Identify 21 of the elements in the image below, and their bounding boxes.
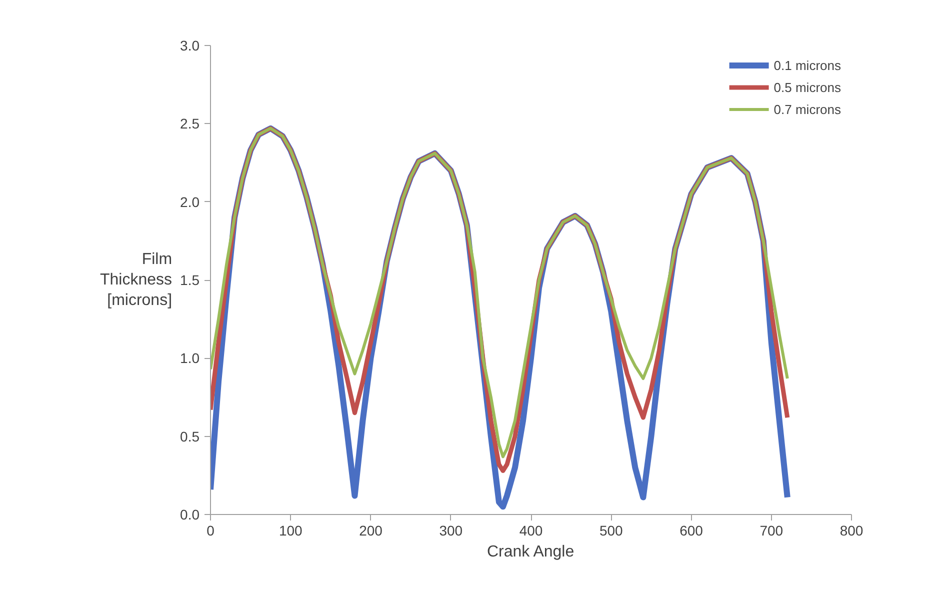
x-axis-title: Crank Angle	[486, 544, 574, 560]
y-tick-label: 1.5	[180, 272, 200, 288]
x-tick-label: 700	[760, 522, 784, 538]
x-tick-label: 800	[840, 522, 864, 538]
y-tick-label: 0.5	[180, 428, 200, 444]
legend-label: 0.5 microns	[774, 80, 841, 94]
legend-label: 0.1 microns	[774, 58, 841, 72]
y-tick-label: 2.5	[180, 116, 200, 132]
x-tick-label: 200	[359, 522, 383, 538]
y-axis-title: Film Thickness [microns]	[100, 251, 172, 309]
x-tick-label: 300	[439, 522, 463, 538]
y-tick-label: 1.0	[180, 350, 200, 366]
y-tick-label: 0.0	[180, 506, 200, 522]
x-tick-label: 100	[278, 522, 303, 538]
y-tick-label: 2.0	[180, 194, 200, 210]
x-tick-label: 0	[206, 522, 215, 538]
x-tick-label: 600	[680, 522, 704, 538]
x-tick-label: 500	[599, 522, 624, 538]
legend-label: 0.7 microns	[774, 102, 841, 116]
x-tick-label: 400	[519, 522, 543, 538]
y-tick-label: 3.0	[180, 38, 200, 54]
